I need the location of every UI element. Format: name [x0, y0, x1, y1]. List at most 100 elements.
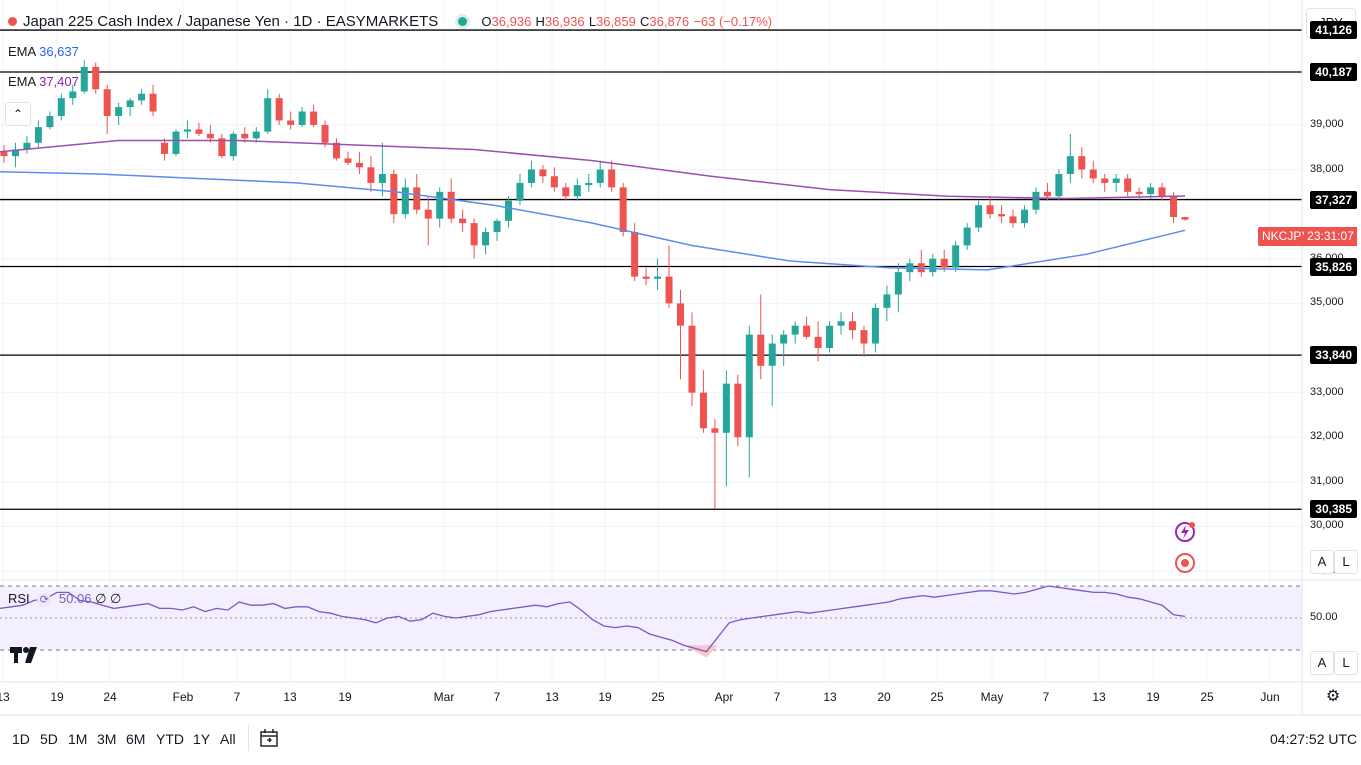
time-axis-label: 13 [823, 690, 837, 704]
ema-slow-legend[interactable]: EMA 37,407 [8, 74, 79, 89]
price-level-label: 37,327 [1310, 190, 1357, 209]
candle-body [826, 325, 834, 348]
candle [929, 254, 937, 277]
lightning-icon[interactable] [1174, 520, 1196, 544]
time-axis-label: Jun [1260, 690, 1280, 704]
low-value: 36,859 [596, 14, 636, 29]
rsi-level-label: 50.00 [1310, 611, 1338, 623]
candle-body [734, 383, 742, 438]
candle [103, 84, 111, 134]
price-tick-label: 30,000 [1310, 519, 1344, 532]
candle-body [424, 209, 432, 219]
candle-body [1078, 156, 1086, 170]
time-axis-label: 25 [930, 690, 944, 704]
record-icon[interactable] [1174, 552, 1196, 574]
candle-body [837, 321, 845, 326]
candle [275, 93, 283, 125]
candle-body [1089, 169, 1097, 179]
time-axis-label: 19 [1146, 690, 1160, 704]
candle-body [1124, 178, 1132, 192]
log-scale-button[interactable]: L [1334, 550, 1358, 574]
candle-body [23, 142, 31, 150]
timeframe-button-all[interactable]: All [220, 731, 236, 747]
legend-header[interactable]: Japan 225 Cash Index / Japanese Yen · 1D… [8, 13, 772, 30]
utc-clock[interactable]: 04:27:52 UTC [1270, 731, 1358, 747]
candle-body [608, 169, 616, 188]
candle [780, 330, 788, 366]
candle [573, 178, 581, 201]
timeframe-button-1d[interactable]: 1D [12, 731, 30, 747]
candle [126, 98, 134, 116]
price-level-label: 35,826 [1310, 257, 1357, 276]
time-axis-label: 20 [877, 690, 891, 704]
candle-body [940, 258, 948, 268]
rsi-label: RSI [8, 591, 30, 606]
timeframe-button-5d[interactable]: 5D [40, 731, 58, 747]
rsi-value: 50.06 [58, 591, 92, 606]
candle-body [745, 334, 753, 438]
gear-icon[interactable]: ⚙ [1325, 688, 1341, 705]
auto-scale-button[interactable]: A [1310, 550, 1334, 574]
time-axis-label: 13 [0, 690, 10, 704]
candle-body [80, 66, 88, 92]
ema-fast-label: EMA [8, 44, 36, 59]
horizontal-levels [0, 29, 1302, 510]
candle [883, 285, 891, 322]
ema-slow-value: 37,407 [39, 74, 79, 89]
candle [57, 93, 65, 121]
candle-body [1112, 178, 1120, 183]
tradingview-logo[interactable] [10, 645, 40, 671]
candle-body [963, 227, 971, 246]
candle-body [1066, 156, 1074, 174]
candle-body [126, 100, 134, 108]
timeframe-button-3m[interactable]: 3M [97, 731, 117, 747]
time-axis-label: 7 [233, 690, 241, 704]
timeframe-button-ytd[interactable]: YTD [156, 731, 184, 747]
chevron-up-icon: ⌃ [12, 107, 24, 121]
candle [596, 160, 604, 188]
candle-body [814, 336, 822, 348]
close-value: 36,876 [649, 14, 690, 29]
candle [310, 104, 318, 128]
candle-body [883, 294, 891, 308]
candle [550, 167, 558, 192]
candle-body [929, 258, 937, 273]
candle [952, 240, 960, 273]
candle-body [34, 127, 42, 143]
candle [1147, 182, 1155, 199]
rsi-log-scale-button[interactable]: L [1334, 651, 1358, 675]
candle-body [619, 187, 627, 232]
candle-body [722, 383, 730, 433]
timeframe-button-1y[interactable]: 1Y [193, 731, 211, 747]
price-tick-label: 33,000 [1310, 385, 1344, 398]
candle-body [252, 131, 260, 139]
candle [298, 107, 306, 128]
candle [986, 196, 994, 219]
price-tick-label: 39,000 [1310, 117, 1344, 130]
timeframe-button-1m[interactable]: 1M [68, 731, 88, 747]
candle [1020, 205, 1028, 228]
candle [734, 374, 742, 447]
candle [1089, 160, 1097, 183]
candle [470, 218, 478, 259]
collapse-legend-button[interactable]: ⌃ [5, 102, 31, 126]
candle-body [367, 167, 375, 183]
high-value: 36,936 [544, 14, 585, 29]
time-axis-label: 19 [598, 690, 612, 704]
calendar-range-icon[interactable] [258, 727, 280, 749]
rsi-legend[interactable]: RSI ⟳ 50.06 ∅ ∅ [8, 591, 121, 607]
candle [894, 263, 902, 313]
rsi-auto-scale-button[interactable]: A [1310, 651, 1334, 675]
candle-body [138, 93, 146, 101]
candle [92, 62, 100, 94]
candle [516, 174, 524, 206]
candle [34, 120, 42, 148]
candle-body [378, 174, 386, 183]
candle-body [562, 187, 570, 197]
ema-fast-value: 36,637 [39, 44, 79, 59]
timeframe-button-6m[interactable]: 6M [126, 731, 146, 747]
candle-body [401, 187, 409, 215]
candle [676, 290, 684, 380]
ema-fast-legend[interactable]: EMA 36,637 [8, 44, 79, 59]
